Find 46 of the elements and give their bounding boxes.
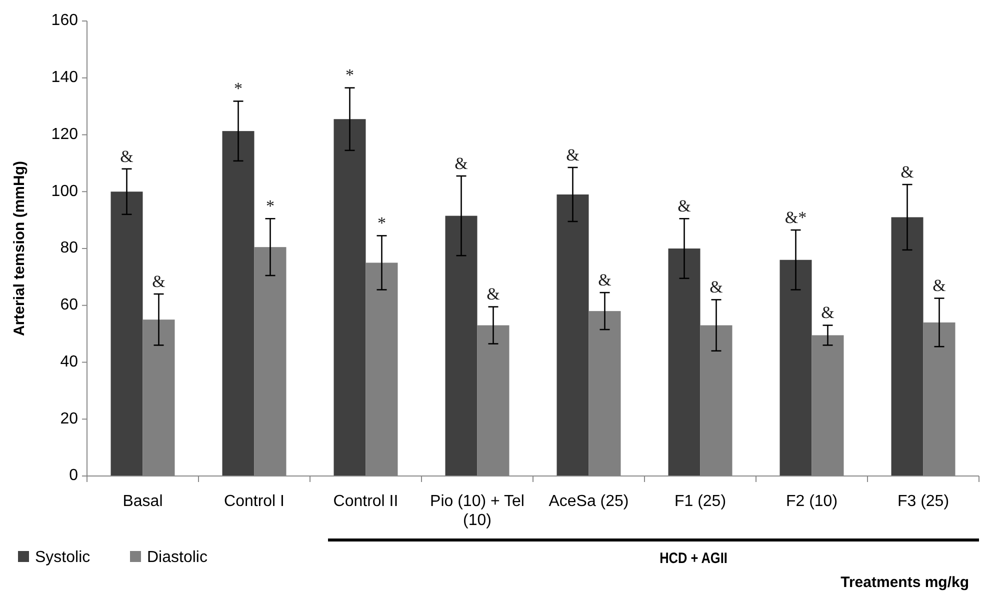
annotation: *	[378, 214, 386, 233]
bar	[556, 194, 589, 476]
annotation: *	[266, 196, 274, 216]
legend-label: Systolic	[35, 549, 90, 566]
y-tick-label: 120	[51, 126, 78, 143]
annotation: &	[120, 146, 134, 166]
annotation: *	[234, 79, 242, 98]
y-tick-label: 60	[60, 296, 78, 314]
bar	[110, 192, 143, 476]
annotation: &	[710, 278, 723, 297]
bar	[780, 260, 812, 476]
x-tick-label: F2 (10)	[786, 493, 838, 510]
annotation: &	[932, 276, 946, 296]
y-axis-title: Arterial temsion (mmHg)	[11, 160, 28, 336]
x-tick-label: F3 (25)	[897, 493, 950, 510]
x-tick-label: Control II	[333, 493, 398, 510]
x-tick-label: Pio (10) + Tel (10)	[430, 493, 524, 529]
x-tick-label: Basal	[122, 493, 163, 510]
bar	[668, 248, 700, 476]
x-tick-label: AceSa (25)	[548, 493, 629, 510]
annotation: &	[821, 303, 834, 322]
y-tick-label: 20	[60, 410, 78, 428]
annotation: &	[454, 154, 468, 173]
y-tick-label: 100	[51, 182, 78, 200]
y-tick-label: 0	[69, 467, 78, 484]
annotation: &	[678, 196, 691, 216]
bar	[222, 131, 254, 476]
annotation: &	[566, 145, 580, 164]
y-tick-label: 140	[51, 69, 78, 86]
y-tick-label: 40	[60, 353, 78, 370]
bar	[445, 216, 478, 476]
x-tick-label: F1 (25)	[674, 493, 726, 510]
text: HCD + AGII	[660, 548, 728, 566]
annotation: &	[900, 162, 914, 182]
y-tick-label: 80	[60, 240, 78, 257]
annotation: &	[598, 270, 612, 290]
annotation: &*	[784, 208, 807, 227]
x-axis-title: Treatments mg/kg	[840, 574, 969, 591]
y-tick-label: 160	[51, 12, 78, 30]
legend-label: Diastolic	[147, 549, 208, 566]
bar	[891, 217, 924, 476]
annotation: &	[486, 284, 500, 304]
annotation: &	[152, 272, 166, 291]
x-tick-label: Control I	[224, 493, 284, 510]
bar	[334, 119, 366, 476]
annotation: *	[346, 66, 354, 85]
